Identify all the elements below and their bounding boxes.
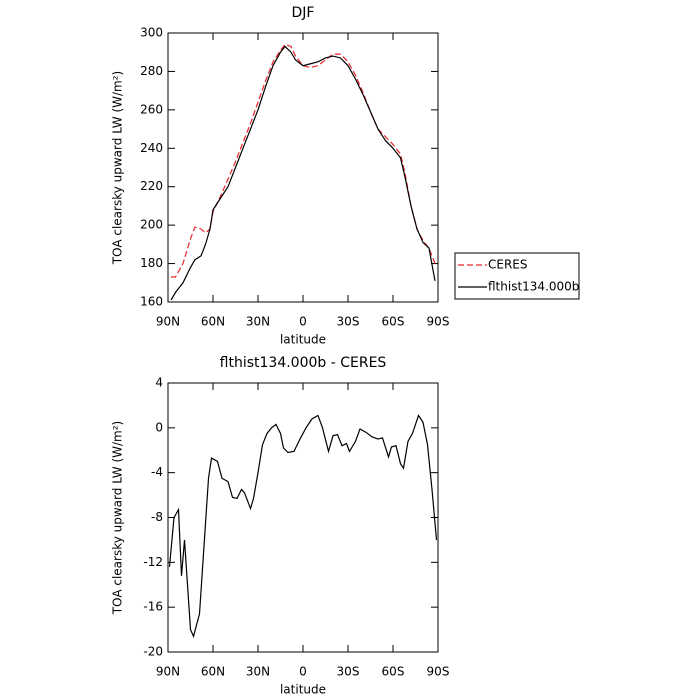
y-tick-label: 240	[140, 141, 163, 155]
plot-frame	[167, 382, 439, 653]
data-line	[168, 414, 438, 639]
y-tick-label: 160	[140, 295, 163, 309]
legend-box	[454, 252, 580, 300]
x-axis-label: latitude	[280, 683, 326, 697]
x-tick-label: 60S	[382, 315, 405, 329]
y-tick-label: -4	[151, 465, 163, 479]
y-tick-label: 180	[140, 256, 163, 270]
y-tick-label: 4	[155, 376, 163, 390]
data-line	[170, 45, 436, 301]
y-tick-label: -12	[143, 555, 163, 569]
y-tick-label: 300	[140, 26, 163, 40]
y-tick-label: 260	[140, 102, 163, 116]
legend-label: flthist134.000b	[488, 280, 579, 294]
x-tick-label: 60S	[382, 665, 405, 679]
x-tick-label: 60N	[201, 665, 225, 679]
y-tick-label: -8	[151, 510, 163, 524]
x-axis-label: latitude	[280, 333, 326, 347]
x-tick-label: 30N	[246, 665, 270, 679]
y-axis-label: TOA clearsky upward LW (W/m²)	[111, 421, 125, 615]
chart-title: DJF	[292, 5, 315, 21]
x-tick-label: 30S	[337, 665, 360, 679]
x-tick-label: 60N	[201, 315, 225, 329]
y-tick-label: 0	[155, 420, 163, 434]
x-tick-label: 0	[299, 315, 307, 329]
y-axis-label: TOA clearsky upward LW (W/m²)	[111, 71, 125, 265]
chart-title: flthist134.000b - CERES	[220, 355, 387, 371]
x-tick-label: 30S	[337, 315, 360, 329]
x-tick-label: 90S	[427, 315, 450, 329]
x-tick-label: 90N	[156, 315, 180, 329]
x-tick-label: 90N	[156, 665, 180, 679]
legend-label: CERES	[488, 258, 528, 272]
plot-frame	[167, 32, 439, 303]
x-tick-label: 0	[299, 665, 307, 679]
y-tick-label: -16	[143, 600, 163, 614]
x-tick-label: 30N	[246, 315, 270, 329]
y-tick-label: 220	[140, 179, 163, 193]
y-tick-label: -20	[143, 645, 163, 659]
x-tick-label: 90S	[427, 665, 450, 679]
y-tick-label: 200	[140, 218, 163, 232]
y-tick-label: 280	[140, 64, 163, 78]
data-line	[171, 43, 436, 278]
